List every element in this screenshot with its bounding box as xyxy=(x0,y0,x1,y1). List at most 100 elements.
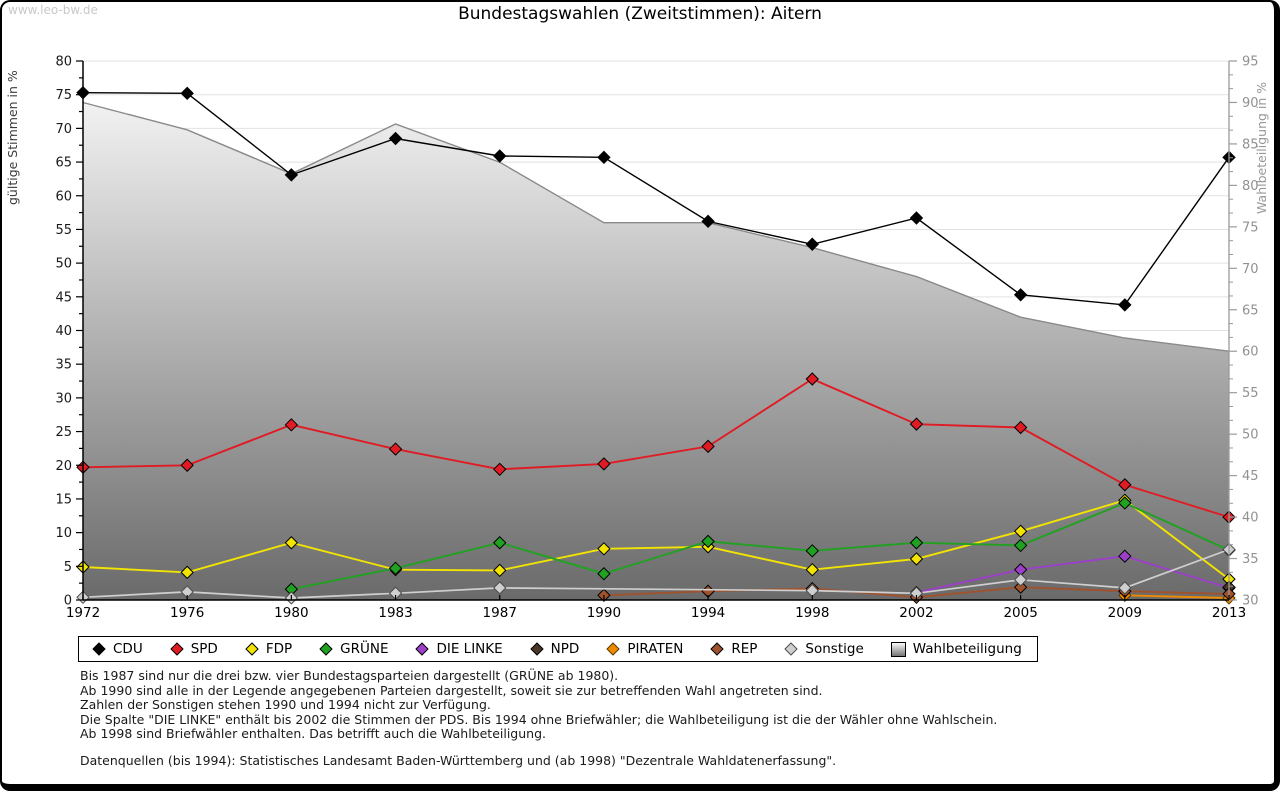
legend-diamond-icon xyxy=(319,642,333,656)
marker-GRÜNE xyxy=(597,567,611,581)
footnote-line: Ab 1990 sind alle in der Legende angegeb… xyxy=(80,682,823,698)
svg-text:15: 15 xyxy=(55,492,72,507)
legend-diamond-icon xyxy=(169,642,184,656)
svg-text:1987: 1987 xyxy=(483,605,517,621)
turnout-line xyxy=(82,101,1230,352)
svg-text:80: 80 xyxy=(1242,179,1259,194)
legend-diamond-icon xyxy=(92,642,106,656)
marker-Sonstige xyxy=(493,581,507,595)
marker-FDP xyxy=(493,563,507,578)
legend-label: DIE LINKE xyxy=(436,641,503,657)
svg-text:1990: 1990 xyxy=(587,605,621,621)
marker-CDU xyxy=(909,211,924,225)
marker-DIE LINKE xyxy=(1118,549,1132,563)
marker-FDP xyxy=(284,536,299,550)
marker-CDU xyxy=(805,237,819,251)
marker-Sonstige xyxy=(1013,573,1028,587)
svg-text:65: 65 xyxy=(1242,303,1259,318)
legend-diamond-icon xyxy=(710,642,725,656)
svg-text:2005: 2005 xyxy=(1003,605,1037,621)
legend-item-CDU: CDU xyxy=(92,641,143,657)
legend-label: GRÜNE xyxy=(340,641,389,657)
marker-FDP xyxy=(180,565,194,580)
marker-GRÜNE xyxy=(493,536,507,550)
marker-CDU xyxy=(1118,298,1132,312)
marker-GRÜNE xyxy=(388,561,403,576)
marker-CDU xyxy=(701,214,715,229)
svg-text:30: 30 xyxy=(55,391,72,406)
marker-SPD xyxy=(180,458,194,472)
legend-diamond-icon xyxy=(606,642,621,656)
legend-label: SPD xyxy=(190,641,218,657)
marker-CDU xyxy=(180,86,194,101)
legend-item-PIRATEN: PIRATEN xyxy=(606,641,683,657)
marker-CDU xyxy=(388,131,403,146)
svg-text:80: 80 xyxy=(55,55,72,70)
marker-GRÜNE xyxy=(701,534,715,549)
legend-label: Wahlbeteiligung xyxy=(912,641,1022,657)
marker-CDU xyxy=(284,168,299,182)
svg-text:35: 35 xyxy=(1242,552,1259,567)
footnote-line: Zahlen der Sonstigen stehen 1990 und 199… xyxy=(80,697,491,713)
svg-text:70: 70 xyxy=(55,122,72,137)
marker-SPD xyxy=(597,457,611,471)
svg-text:60: 60 xyxy=(55,189,72,204)
footnote-line: Die Spalte "DIE LINKE" enthält bis 2002 … xyxy=(80,711,998,727)
svg-text:55: 55 xyxy=(1242,386,1259,401)
svg-text:1983: 1983 xyxy=(378,605,412,621)
legend-item-REP: REP xyxy=(710,641,757,657)
series-line-SPD xyxy=(82,377,1230,519)
svg-text:2009: 2009 xyxy=(1108,605,1142,621)
legend-item-NPD: NPD xyxy=(529,641,580,657)
svg-text:40: 40 xyxy=(1242,511,1259,526)
legend-diamond-icon xyxy=(415,642,430,656)
svg-text:95: 95 xyxy=(1242,55,1259,70)
legend-label: NPD xyxy=(550,641,580,657)
marker-CDU xyxy=(597,150,611,165)
series-line-FDP xyxy=(82,499,1230,580)
watermark: www.leo-bw.de xyxy=(8,3,98,17)
marker-GRÜNE xyxy=(1013,538,1028,553)
svg-text:2013: 2013 xyxy=(1212,605,1246,621)
chart-canvas: 0 5 10 15 20 25 30 35 40 45 50 55 60 65 70 75 80 30 35 40 45… xyxy=(55,55,1259,622)
series-line-CDU xyxy=(82,92,1230,306)
svg-text:50: 50 xyxy=(55,257,72,272)
svg-text:25: 25 xyxy=(55,425,72,440)
svg-text:70: 70 xyxy=(1242,262,1259,277)
legend-item-Sonstige: Sonstige xyxy=(784,641,864,657)
turnout-area xyxy=(83,102,1229,600)
marker-SPD xyxy=(805,372,819,386)
svg-text:1994: 1994 xyxy=(691,605,725,621)
svg-text:45: 45 xyxy=(1242,469,1259,484)
svg-text:30: 30 xyxy=(1242,594,1259,609)
svg-text:55: 55 xyxy=(55,223,72,238)
svg-text:45: 45 xyxy=(55,290,72,305)
legend-label: CDU xyxy=(113,641,143,657)
legend-item-SPD: SPD xyxy=(169,641,218,657)
legend-diamond-icon xyxy=(245,642,259,656)
svg-text:1976: 1976 xyxy=(170,605,204,621)
svg-text:75: 75 xyxy=(1242,220,1259,235)
marker-SPD xyxy=(701,439,715,454)
page-title: Bundestagswahlen (Zweitstimmen): Aitern xyxy=(458,4,822,24)
legend-item-Wahlbeteiligung: Wahlbeteiligung xyxy=(890,641,1022,657)
footnote-line: Ab 1998 sind Briefwähler enthalten. Das … xyxy=(80,726,546,742)
svg-text:60: 60 xyxy=(1242,345,1259,360)
svg-text:65: 65 xyxy=(55,156,72,171)
marker-Sonstige xyxy=(1118,581,1132,595)
svg-text:1972: 1972 xyxy=(66,605,100,621)
svg-text:35: 35 xyxy=(55,358,72,373)
series-line-GRÜNE xyxy=(291,501,1230,591)
svg-text:5: 5 xyxy=(64,560,72,575)
svg-text:85: 85 xyxy=(1242,137,1259,152)
legend-diamond-icon xyxy=(529,642,544,656)
svg-text:10: 10 xyxy=(55,526,72,541)
marker-GRÜNE xyxy=(805,544,819,558)
legend-item-FDP: FDP xyxy=(245,641,292,657)
data-source-line: Datenquellen (bis 1994): Statistisches L… xyxy=(80,753,837,768)
marker-SPD xyxy=(1013,420,1028,435)
legend-item-DIE LINKE: DIE LINKE xyxy=(415,641,503,657)
legend-item-GRÜNE: GRÜNE xyxy=(319,641,388,657)
svg-text:90: 90 xyxy=(1242,96,1259,111)
marker-FDP xyxy=(1013,524,1028,538)
